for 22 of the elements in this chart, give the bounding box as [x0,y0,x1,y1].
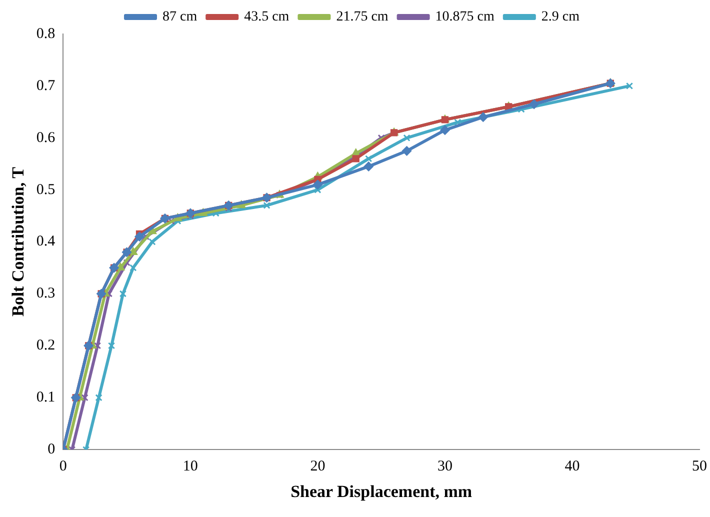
y-tick-label: 0.6 [36,130,56,146]
y-tick-label: 0.7 [36,78,56,94]
legend-label: 87 cm [162,10,198,25]
y-tick-label: 0.3 [36,286,56,302]
y-tick-label: 0.5 [36,182,56,198]
x-tick-label: 40 [564,458,580,475]
legend-label: 10.875 cm [435,10,495,25]
y-tick-label: 0.2 [36,338,56,354]
x-tick-label: 30 [437,458,452,475]
legend-label: 21.75 cm [336,10,388,25]
x-tick-label: 10 [182,458,198,475]
x-tick-label: 20 [310,458,326,475]
x-axis-title: Shear Displacement, mm [290,482,472,502]
y-tick-label: 0.1 [36,390,56,406]
y-axis-title: Bolt Contribution, T [8,166,28,317]
y-tick-label: 0.4 [36,234,56,250]
legend-label: 2.9 cm [541,10,580,25]
x-tick-label: 50 [692,458,707,475]
x-tick-label: 0 [59,458,67,475]
y-tick-label: 0 [48,442,56,458]
legend-label: 43.5 cm [244,10,290,25]
y-tick-label: 0.8 [36,26,56,42]
